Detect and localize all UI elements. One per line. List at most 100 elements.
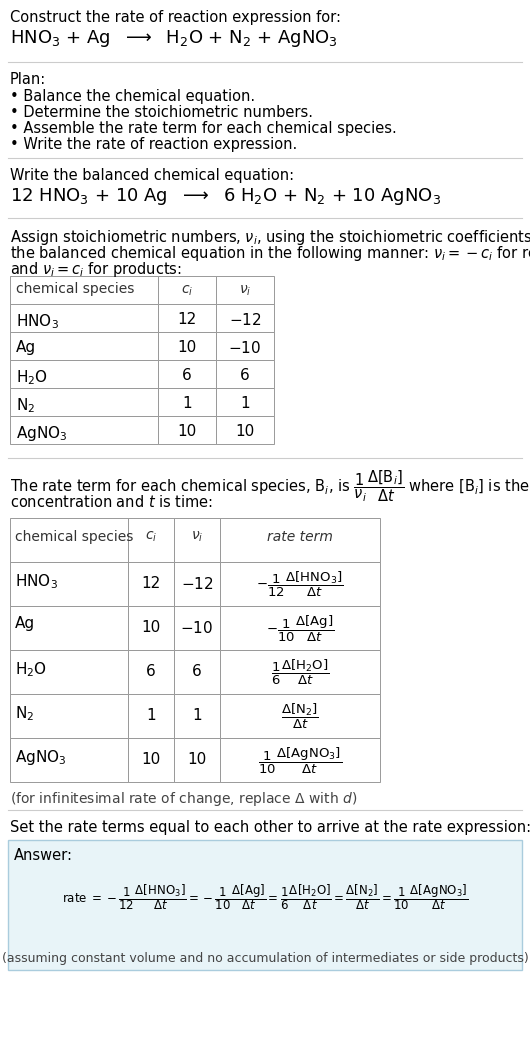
Text: 1: 1 <box>182 396 192 411</box>
Bar <box>158 276 216 304</box>
Text: 10: 10 <box>178 340 197 355</box>
Bar <box>174 650 220 693</box>
Bar <box>220 693 380 738</box>
Text: • Determine the stoichiometric numbers.: • Determine the stoichiometric numbers. <box>10 105 313 120</box>
Text: 1: 1 <box>146 708 156 723</box>
Bar <box>174 562 220 606</box>
Text: H$_2$O: H$_2$O <box>16 368 48 387</box>
Bar <box>128 693 174 738</box>
Text: and $\nu_i = c_i$ for products:: and $\nu_i = c_i$ for products: <box>10 260 182 279</box>
Text: The rate term for each chemical species, B$_i$, is $\dfrac{1}{\nu_i}\dfrac{\Delt: The rate term for each chemical species,… <box>10 468 530 503</box>
Text: $\dfrac{\Delta[\mathrm{N_2}]}{\Delta t}$: $\dfrac{\Delta[\mathrm{N_2}]}{\Delta t}$ <box>281 702 319 731</box>
Text: $c_i$: $c_i$ <box>145 530 157 544</box>
Bar <box>220 562 380 606</box>
Bar <box>216 416 274 444</box>
Bar <box>8 840 522 970</box>
Bar <box>10 276 158 304</box>
Text: 12 HNO$_3$ + 10 Ag  $\longrightarrow$  6 H$_2$O + N$_2$ + 10 AgNO$_3$: 12 HNO$_3$ + 10 Ag $\longrightarrow$ 6 H… <box>10 186 441 207</box>
Bar <box>216 388 274 416</box>
Text: rate $= -\dfrac{1}{12}\dfrac{\Delta[\mathrm{HNO_3}]}{\Delta t}= -\dfrac{1}{10}\d: rate $= -\dfrac{1}{12}\dfrac{\Delta[\mat… <box>62 882 468 912</box>
Bar <box>10 304 158 332</box>
Bar <box>10 416 158 444</box>
Text: HNO$_3$: HNO$_3$ <box>15 572 58 591</box>
Text: HNO$_3$ + Ag  $\longrightarrow$  H$_2$O + N$_2$ + AgNO$_3$: HNO$_3$ + Ag $\longrightarrow$ H$_2$O + … <box>10 28 338 49</box>
Text: Plan:: Plan: <box>10 72 46 87</box>
Text: 10: 10 <box>142 620 161 635</box>
Text: • Write the rate of reaction expression.: • Write the rate of reaction expression. <box>10 137 297 152</box>
Text: rate term: rate term <box>267 530 333 544</box>
Text: 12: 12 <box>178 312 197 327</box>
Text: $\nu_i$: $\nu_i$ <box>191 530 203 544</box>
Bar <box>10 562 128 606</box>
Bar <box>158 304 216 332</box>
Bar <box>158 332 216 360</box>
Bar <box>216 360 274 388</box>
Text: 10: 10 <box>178 424 197 439</box>
Bar <box>10 738 128 782</box>
Bar <box>10 606 128 650</box>
Text: 6: 6 <box>240 368 250 383</box>
Text: chemical species: chemical species <box>16 282 135 296</box>
Text: $\dfrac{1}{6}\dfrac{\Delta[\mathrm{H_2O}]}{\Delta t}$: $\dfrac{1}{6}\dfrac{\Delta[\mathrm{H_2O}… <box>271 658 329 687</box>
Text: 6: 6 <box>182 368 192 383</box>
Bar <box>158 388 216 416</box>
Text: • Balance the chemical equation.: • Balance the chemical equation. <box>10 89 255 104</box>
Bar <box>174 738 220 782</box>
Text: Construct the rate of reaction expression for:: Construct the rate of reaction expressio… <box>10 10 341 25</box>
Text: Write the balanced chemical equation:: Write the balanced chemical equation: <box>10 168 294 183</box>
Bar <box>220 606 380 650</box>
Bar <box>174 606 220 650</box>
Bar <box>10 518 128 562</box>
Bar <box>216 276 274 304</box>
Text: H$_2$O: H$_2$O <box>15 660 47 679</box>
Text: Ag: Ag <box>15 616 35 631</box>
Text: the balanced chemical equation in the following manner: $\nu_i = -c_i$ for react: the balanced chemical equation in the fo… <box>10 244 530 263</box>
Bar <box>10 693 128 738</box>
Bar <box>220 650 380 693</box>
Text: $-12$: $-12$ <box>181 576 213 592</box>
Text: $-\dfrac{1}{12}\dfrac{\Delta[\mathrm{HNO_3}]}{\Delta t}$: $-\dfrac{1}{12}\dfrac{\Delta[\mathrm{HNO… <box>256 570 344 599</box>
Text: (assuming constant volume and no accumulation of intermediates or side products): (assuming constant volume and no accumul… <box>2 952 528 965</box>
Bar <box>128 606 174 650</box>
Bar <box>10 388 158 416</box>
Text: $-10$: $-10$ <box>228 340 261 356</box>
Text: $\dfrac{1}{10}\dfrac{\Delta[\mathrm{AgNO_3}]}{\Delta t}$: $\dfrac{1}{10}\dfrac{\Delta[\mathrm{AgNO… <box>258 746 342 776</box>
Bar <box>10 332 158 360</box>
Text: chemical species: chemical species <box>15 530 134 544</box>
Text: N$_2$: N$_2$ <box>15 704 34 723</box>
Text: 1: 1 <box>240 396 250 411</box>
Text: Answer:: Answer: <box>14 848 73 863</box>
Bar <box>10 360 158 388</box>
Bar <box>220 518 380 562</box>
Bar <box>10 650 128 693</box>
Text: Assign stoichiometric numbers, $\nu_i$, using the stoichiometric coefficients, $: Assign stoichiometric numbers, $\nu_i$, … <box>10 228 530 247</box>
Text: Ag: Ag <box>16 340 36 355</box>
Text: 12: 12 <box>142 576 161 591</box>
Bar <box>174 518 220 562</box>
Bar <box>174 693 220 738</box>
Text: 1: 1 <box>192 708 202 723</box>
Text: $-12$: $-12$ <box>229 312 261 328</box>
Text: AgNO$_3$: AgNO$_3$ <box>16 424 67 444</box>
Bar <box>158 416 216 444</box>
Text: AgNO$_3$: AgNO$_3$ <box>15 748 67 767</box>
Text: $c_i$: $c_i$ <box>181 285 193 298</box>
Text: 6: 6 <box>146 664 156 679</box>
Bar <box>220 738 380 782</box>
Bar <box>128 518 174 562</box>
Text: $\nu_i$: $\nu_i$ <box>239 285 251 298</box>
Bar <box>158 360 216 388</box>
Text: 10: 10 <box>142 752 161 767</box>
Text: 10: 10 <box>188 752 207 767</box>
Bar <box>216 332 274 360</box>
Text: $-\dfrac{1}{10}\dfrac{\Delta[\mathrm{Ag}]}{\Delta t}$: $-\dfrac{1}{10}\dfrac{\Delta[\mathrm{Ag}… <box>266 614 334 644</box>
Text: concentration and $t$ is time:: concentration and $t$ is time: <box>10 494 213 510</box>
Text: • Assemble the rate term for each chemical species.: • Assemble the rate term for each chemic… <box>10 121 397 136</box>
Bar <box>216 304 274 332</box>
Text: 10: 10 <box>235 424 254 439</box>
Bar <box>128 650 174 693</box>
Text: N$_2$: N$_2$ <box>16 396 35 414</box>
Text: Set the rate terms equal to each other to arrive at the rate expression:: Set the rate terms equal to each other t… <box>10 820 530 835</box>
Text: (for infinitesimal rate of change, replace $\Delta$ with $d$): (for infinitesimal rate of change, repla… <box>10 790 357 808</box>
Bar <box>128 562 174 606</box>
